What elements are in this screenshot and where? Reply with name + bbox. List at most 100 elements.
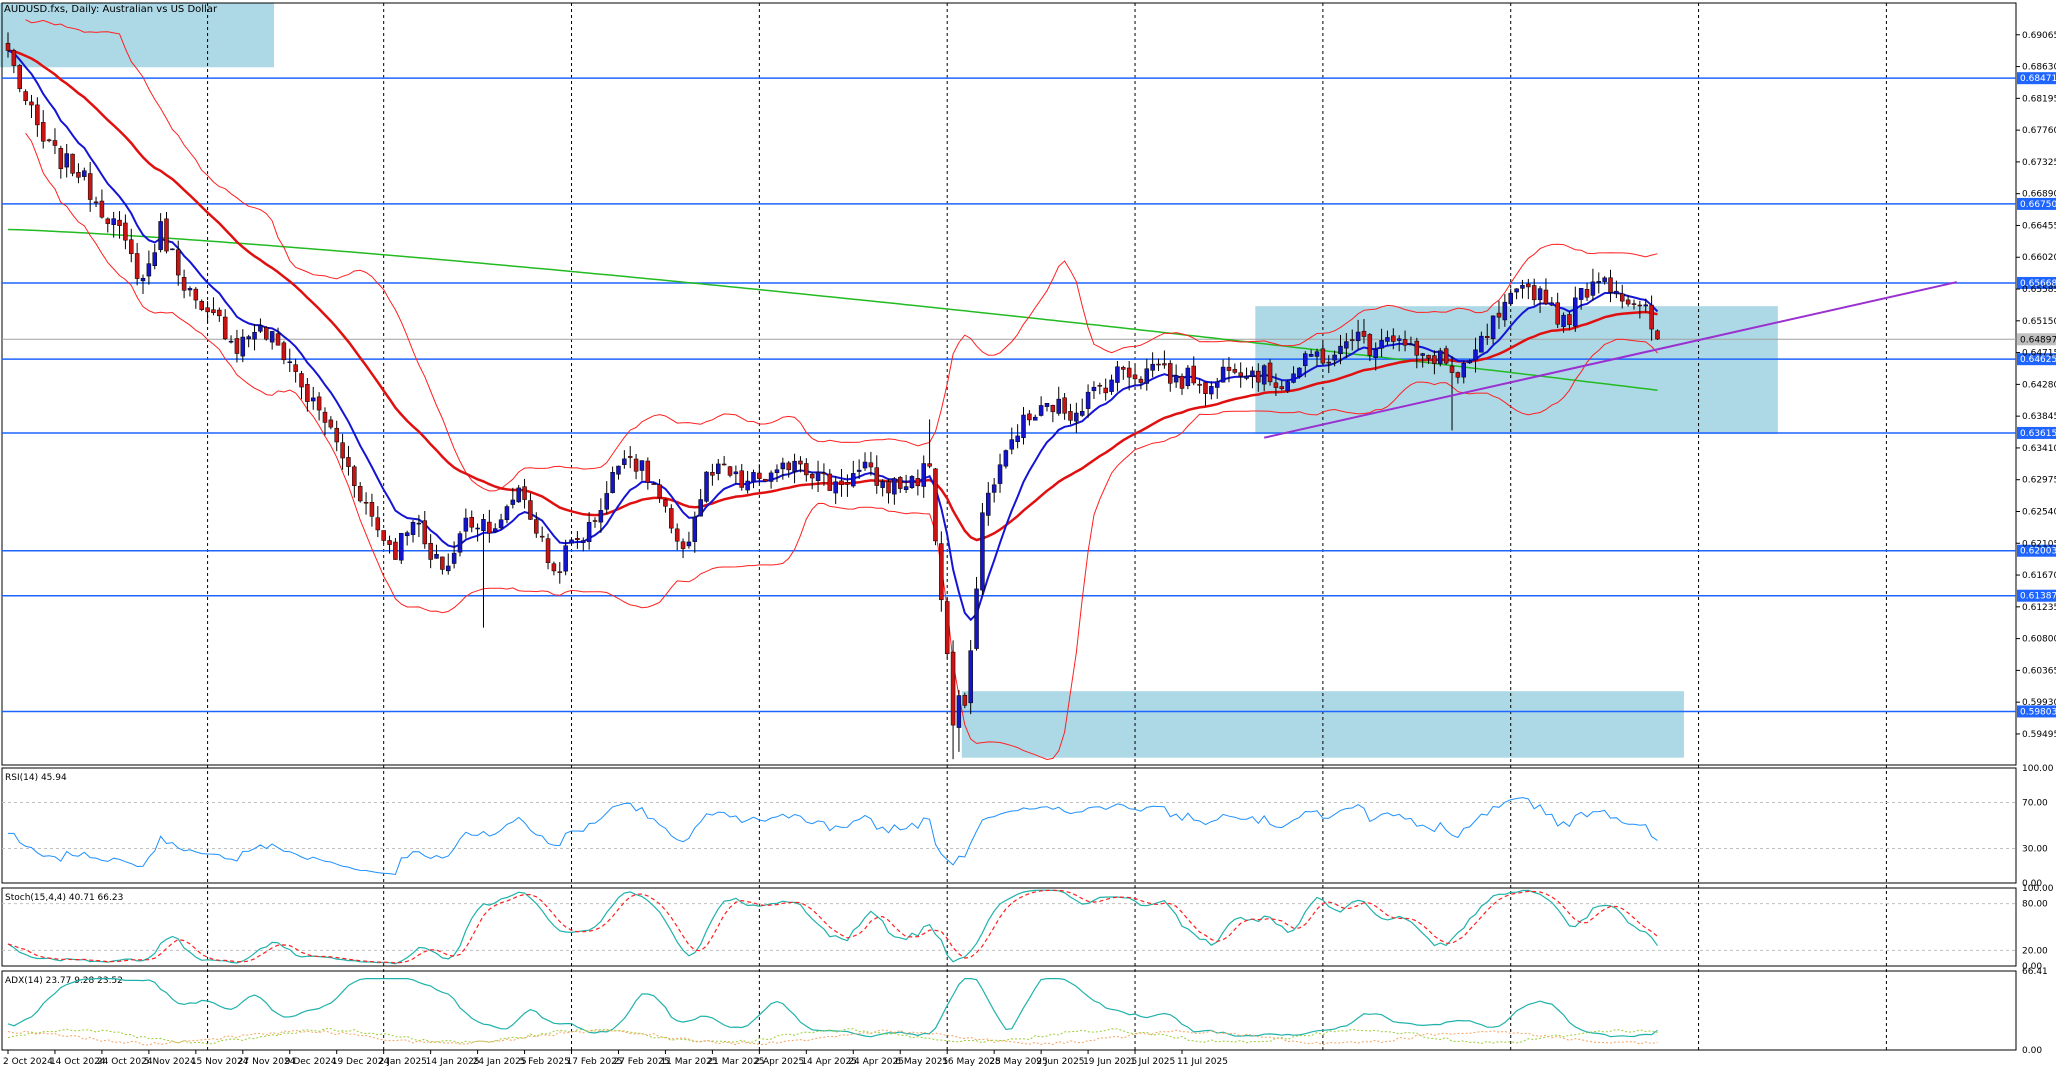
candle-body	[35, 104, 40, 126]
time-tick-label: 1 Jul 2025	[1130, 1057, 1175, 1067]
candle-body	[1074, 412, 1079, 422]
candle-body	[399, 532, 404, 561]
candle-body	[821, 472, 827, 475]
candle-body	[123, 222, 128, 241]
candle-body	[134, 253, 140, 279]
trendline-group[interactable]	[1263, 281, 1958, 439]
candle-body	[733, 471, 739, 475]
price-tick-label: 0.59495	[2022, 730, 2056, 740]
price-tick-label: 0.67760	[2022, 126, 2056, 136]
candle-body	[1508, 292, 1513, 305]
candle-body	[956, 695, 962, 728]
candle-body	[1267, 362, 1273, 383]
candle-body	[1414, 340, 1420, 356]
candle-body	[727, 466, 733, 476]
candle-body	[704, 471, 709, 502]
candle-body	[1537, 288, 1543, 301]
candle-body	[105, 218, 111, 224]
candle-body	[70, 153, 75, 174]
time-tick-label: 27 Feb 2025	[613, 1057, 669, 1067]
candle-body	[40, 122, 46, 142]
candle-body	[1056, 398, 1061, 414]
time-tick-label: 24 Oct 2024	[97, 1057, 153, 1067]
candle-body	[1338, 345, 1343, 355]
candle-body	[510, 499, 516, 505]
level-price-box	[2017, 544, 2056, 557]
candle-body	[240, 336, 246, 357]
candle-body	[1138, 378, 1144, 383]
candle-body	[1631, 303, 1637, 305]
candle-body	[1285, 381, 1290, 392]
candle-body	[1079, 411, 1085, 416]
indicator-tick-label: 20.00	[2022, 946, 2048, 956]
price-tick-label: 0.64715	[2022, 349, 2056, 359]
candle-body	[933, 468, 938, 542]
candle-body	[1132, 374, 1138, 380]
candle-body	[792, 460, 797, 472]
indicator-label: RSI(14) 45.94	[5, 773, 67, 783]
candle-body	[152, 252, 157, 266]
time-tick-label: 27 Nov 2024	[238, 1057, 296, 1067]
candle-body	[1479, 335, 1484, 353]
candle-body	[310, 397, 316, 402]
price-tick-label: 0.66890	[2022, 190, 2056, 200]
candle-body	[1391, 335, 1396, 342]
candle-body	[1443, 348, 1449, 364]
candle-body	[1062, 397, 1067, 414]
candle-body	[199, 301, 204, 310]
level-price-label: 0.61387	[2020, 592, 2056, 602]
time-tick-label: 5 Feb 2025	[520, 1057, 570, 1067]
candle-body	[1156, 363, 1161, 366]
candle-body	[604, 493, 609, 510]
adx-line	[7, 978, 1658, 1038]
time-tick-label: 2 Jan 2025	[379, 1057, 427, 1067]
price-tick-label: 0.60365	[2022, 666, 2056, 676]
time-tick-label: 21 Mar 2025	[707, 1057, 764, 1067]
candle-body	[76, 172, 81, 178]
candle-body	[563, 545, 568, 572]
candle-body	[87, 173, 93, 200]
time-tick-label: 14 Oct 2024	[50, 1057, 106, 1067]
price-tick-label: 0.64280	[2022, 380, 2056, 390]
candle-body	[299, 373, 304, 388]
candle-body	[845, 481, 850, 485]
current-price-label: 0.64897	[2020, 335, 2056, 345]
price-axis: 0.69065 0.68630 0.68195 0.67760 0.67325 0.668…	[2016, 31, 2056, 740]
candle-body	[1549, 302, 1555, 306]
time-tick-label: 11 Jul 2025	[1177, 1057, 1228, 1067]
level-price-box	[2017, 353, 2056, 366]
candle-body	[140, 277, 146, 282]
candles	[5, 32, 1660, 760]
candle-body	[1091, 386, 1097, 392]
candle-body	[463, 517, 469, 532]
candle-body	[504, 506, 510, 521]
candle-body	[1038, 405, 1044, 416]
candle-body	[1502, 301, 1508, 321]
candle-body	[974, 588, 979, 649]
candle-body	[1297, 367, 1302, 377]
candle-body	[334, 427, 339, 443]
candle-body	[434, 554, 439, 559]
candle-body	[1461, 362, 1467, 378]
candle-body	[252, 331, 257, 340]
candle-body	[1303, 353, 1308, 367]
candle-body	[164, 218, 169, 252]
candle-body	[780, 462, 786, 470]
candle-body	[880, 481, 885, 488]
candle-body	[187, 288, 193, 291]
candle-body	[698, 499, 703, 517]
time-tick-label: 9 Dec 2024	[285, 1057, 337, 1067]
trendline[interactable]	[1263, 281, 1958, 439]
candle-body	[598, 510, 604, 523]
candle-body	[669, 508, 674, 529]
candle-body	[633, 458, 639, 472]
candle-body	[498, 519, 504, 529]
candle-body	[1126, 367, 1132, 378]
price-tick-label: 0.61235	[2022, 603, 2056, 613]
candle-body	[1226, 366, 1232, 371]
candle-body	[757, 472, 762, 479]
time-tick-label: 5 Nov 2024	[144, 1057, 196, 1067]
candle-body	[1555, 302, 1560, 325]
candle-body	[997, 464, 1003, 484]
